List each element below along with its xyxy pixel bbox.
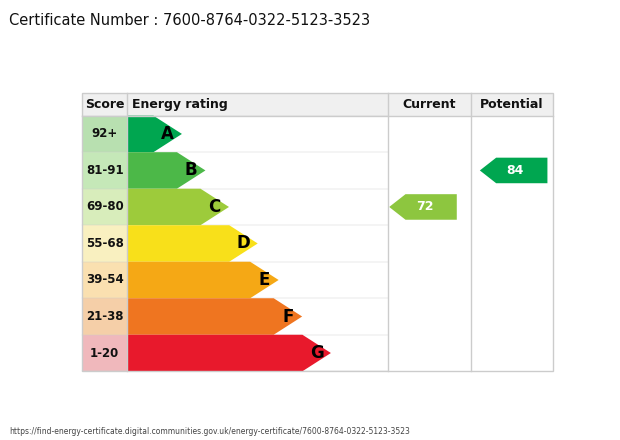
Bar [82, 262, 127, 298]
Text: G: G [310, 344, 324, 362]
Polygon shape [127, 225, 258, 262]
Text: Potential: Potential [480, 98, 544, 111]
Text: 81-91: 81-91 [86, 164, 123, 177]
Polygon shape [127, 189, 229, 225]
Text: 92+: 92+ [92, 128, 118, 140]
Text: 84: 84 [507, 164, 524, 177]
Text: Certificate Number : 7600-8764-0322-5123-3523: Certificate Number : 7600-8764-0322-5123… [9, 13, 370, 28]
Text: 72: 72 [416, 201, 433, 213]
Text: C: C [208, 198, 221, 216]
Polygon shape [480, 158, 547, 183]
Text: 1-20: 1-20 [90, 347, 119, 359]
Bar [82, 189, 127, 225]
Text: F: F [282, 308, 294, 326]
Text: Score: Score [85, 98, 125, 111]
Bar [82, 225, 127, 262]
Polygon shape [127, 335, 331, 371]
Text: E: E [259, 271, 270, 289]
Text: B: B [185, 161, 198, 180]
Bar [82, 335, 127, 371]
Text: 39-54: 39-54 [86, 274, 123, 286]
Bar [82, 116, 127, 152]
Bar [82, 93, 553, 116]
Text: 21-38: 21-38 [86, 310, 123, 323]
Text: 69-80: 69-80 [86, 201, 123, 213]
Text: D: D [237, 235, 250, 253]
Polygon shape [127, 116, 182, 152]
Polygon shape [389, 194, 457, 220]
Bar [82, 298, 127, 335]
Text: 55-68: 55-68 [86, 237, 123, 250]
Polygon shape [127, 298, 302, 335]
Bar [82, 152, 127, 189]
Text: Current: Current [403, 98, 456, 111]
Text: A: A [161, 125, 174, 143]
Text: Energy rating: Energy rating [132, 98, 228, 111]
Bar [82, 93, 553, 371]
Text: https://find-energy-certificate.digital.communities.gov.uk/energy-certificate/76: https://find-energy-certificate.digital.… [9, 427, 410, 436]
Polygon shape [127, 152, 205, 189]
Polygon shape [127, 262, 278, 298]
